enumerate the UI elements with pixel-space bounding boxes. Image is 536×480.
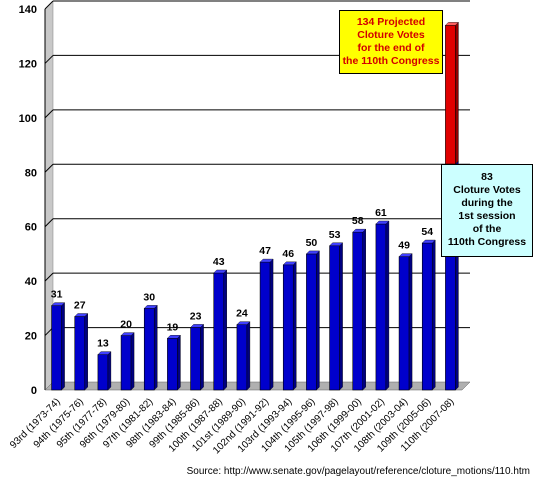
- bar: [167, 337, 178, 391]
- bar-side: [107, 351, 112, 391]
- bar-top: [190, 324, 205, 328]
- source-note: Source: http://www.senate.gov/pagelayout…: [187, 466, 530, 477]
- data-label: 53: [329, 229, 341, 241]
- data-label: 19: [167, 321, 179, 333]
- data-label: 30: [143, 291, 155, 303]
- data-label: 24: [236, 308, 248, 320]
- gridline-depth: [44, 109, 54, 119]
- bar: [282, 264, 294, 391]
- data-label: 20: [120, 319, 132, 331]
- bar-top: [282, 261, 297, 266]
- y-tick-label: 60: [25, 222, 37, 234]
- bar: [143, 308, 155, 391]
- actual-votes-callout: 83 Cloture Votes during the 1st session …: [441, 164, 533, 257]
- y-tick-label: 80: [25, 167, 37, 179]
- bar: [306, 253, 317, 391]
- projected-bar: [445, 25, 456, 165]
- data-label: 49: [398, 240, 410, 252]
- bar: [190, 327, 201, 391]
- projected-bar-side: [455, 21, 459, 165]
- bar-side: [154, 304, 158, 391]
- bar-top: [305, 250, 320, 255]
- bar-side: [246, 321, 251, 391]
- y-tick-label: 20: [25, 331, 37, 343]
- bar: [329, 245, 340, 391]
- bar-top: [120, 332, 135, 336]
- bar-top: [213, 269, 228, 274]
- y-tick-label: 0: [31, 385, 37, 397]
- bar-side: [339, 242, 343, 391]
- data-label: 23: [190, 310, 202, 322]
- bar-side: [432, 239, 436, 391]
- bar-side: [177, 334, 181, 391]
- data-label: 50: [306, 237, 318, 249]
- bar-side: [385, 220, 390, 391]
- bar-side: [84, 313, 88, 391]
- data-label: 58: [352, 215, 364, 227]
- bar: [213, 272, 225, 391]
- bar-top: [51, 302, 66, 306]
- bar-top: [236, 321, 251, 325]
- gridline-depth: [44, 55, 54, 64]
- bar-side: [293, 261, 297, 391]
- bar-side: [130, 332, 135, 391]
- bar-top: [329, 242, 344, 246]
- bar-top: [143, 305, 158, 309]
- data-label: 47: [259, 245, 271, 257]
- bar: [375, 223, 387, 391]
- y-tick-label: 140: [19, 4, 37, 16]
- data-label: 27: [74, 300, 86, 312]
- gridline-depth: [44, 163, 54, 173]
- data-label: 31: [51, 289, 63, 301]
- data-label: 13: [97, 338, 109, 350]
- bar-top: [259, 258, 274, 263]
- bar-top: [166, 335, 181, 339]
- bar: [51, 305, 62, 391]
- y-tick-label: 40: [25, 276, 37, 288]
- bar: [352, 231, 364, 391]
- bar-top: [421, 239, 436, 244]
- bar-side: [61, 302, 65, 391]
- bar: [421, 242, 433, 391]
- bar: [74, 316, 86, 391]
- bar-top: [74, 313, 89, 317]
- bar-side: [316, 250, 320, 391]
- gridline-depth: [44, 0, 54, 10]
- data-label: 43: [213, 256, 225, 268]
- bar-side: [362, 228, 366, 391]
- bar-side: [408, 253, 413, 391]
- data-label: 54: [421, 226, 433, 238]
- bar: [259, 261, 271, 391]
- bar-side: [223, 269, 227, 391]
- bar-top: [352, 228, 367, 233]
- y-tick-label: 100: [19, 113, 37, 125]
- bar: [398, 256, 410, 391]
- bar: [120, 335, 132, 391]
- gridline-depth: [44, 218, 54, 228]
- projected-bar-top: [444, 22, 459, 26]
- bar: [236, 324, 248, 391]
- data-label: 46: [282, 248, 294, 260]
- bar-side: [269, 258, 274, 391]
- y-tick-label: 120: [19, 58, 37, 70]
- data-label: 61: [375, 207, 387, 219]
- bar: [97, 354, 109, 391]
- gridline-depth: [44, 272, 54, 282]
- bar-top: [375, 220, 390, 225]
- bar-side: [200, 323, 204, 391]
- projected-votes-callout: 134 Projected Cloture Votes for the end …: [339, 10, 443, 74]
- bar-top: [97, 351, 112, 355]
- bar-top: [398, 253, 413, 257]
